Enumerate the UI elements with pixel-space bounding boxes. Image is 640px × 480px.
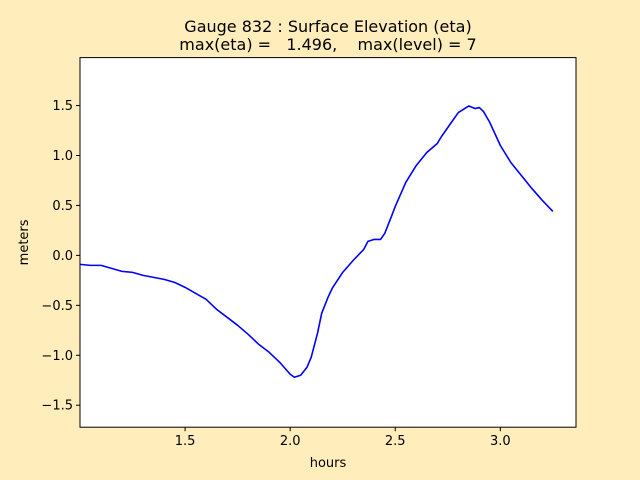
y-tick-label: 0.5 bbox=[52, 199, 73, 214]
x-tick-label: 1.5 bbox=[175, 434, 196, 449]
x-tick-label: 2.5 bbox=[385, 434, 406, 449]
y-tick-label: −1.0 bbox=[41, 349, 73, 364]
x-tick-label: 2.0 bbox=[280, 434, 301, 449]
series-line bbox=[79, 105, 554, 379]
y-tick-label: 1.0 bbox=[52, 149, 73, 164]
y-axis-ticks: −1.5 −1.0 −0.5 0.0 0.5 1.0 1.5 bbox=[41, 99, 80, 414]
y-tick-label: −1.5 bbox=[41, 399, 73, 414]
series-group bbox=[79, 105, 554, 379]
y-axis-label: meters bbox=[17, 219, 32, 265]
x-axis-label: hours bbox=[310, 456, 347, 471]
y-tick-label: −0.5 bbox=[41, 299, 73, 314]
y-tick-label: 1.5 bbox=[52, 99, 73, 114]
x-axis-ticks: 1.5 2.0 2.5 3.0 bbox=[175, 427, 511, 449]
plot-area bbox=[80, 57, 576, 428]
x-tick-label: 3.0 bbox=[490, 434, 511, 449]
plot-frame bbox=[79, 57, 577, 428]
chart-title: Gauge 832 : Surface Elevation (eta) bbox=[184, 17, 471, 36]
y-tick-label: 0.0 bbox=[52, 249, 73, 264]
chart-subtitle: max(eta) = 1.496, max(level) = 7 bbox=[179, 35, 476, 54]
